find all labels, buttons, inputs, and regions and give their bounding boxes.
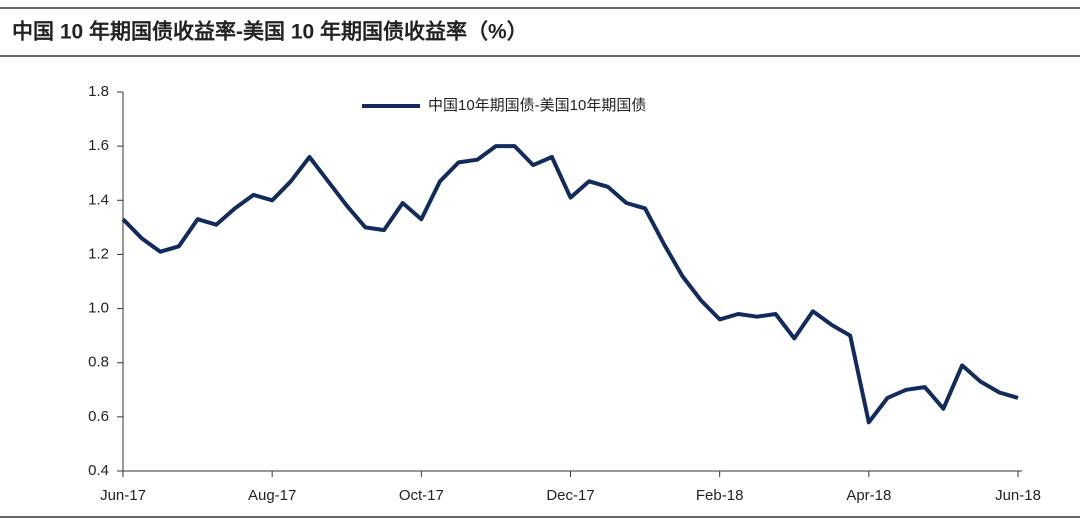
y-tick-label: 0.8 xyxy=(88,354,109,371)
x-tick-label: Jun-18 xyxy=(995,487,1041,504)
y-tick-label: 1.4 xyxy=(88,191,109,208)
legend-label: 中国10年期国债-美国10年期国债 xyxy=(428,97,646,114)
line xyxy=(121,144,1019,425)
y-tick-label: 1.0 xyxy=(88,300,109,317)
y-tick-label: 1.2 xyxy=(88,245,109,262)
y-tick-label: 1.6 xyxy=(88,137,109,154)
chart-title: 中国 10 年期国债收益率-美国 10 年期国债收益率（%） xyxy=(12,20,528,44)
y-tick-label: 0.4 xyxy=(88,462,109,479)
x-tick-label: Aug-17 xyxy=(248,487,296,504)
y-tick-label: 0.6 xyxy=(88,408,109,425)
x-tick-label: Jun-17 xyxy=(100,487,146,504)
y-tick-label: 1.8 xyxy=(88,83,109,100)
x-tick-label: Dec-17 xyxy=(546,487,594,504)
x-tick-label: Feb-18 xyxy=(696,487,744,504)
x-tick-label: Apr-18 xyxy=(846,487,891,504)
x-tick-label: Oct-17 xyxy=(399,487,444,504)
